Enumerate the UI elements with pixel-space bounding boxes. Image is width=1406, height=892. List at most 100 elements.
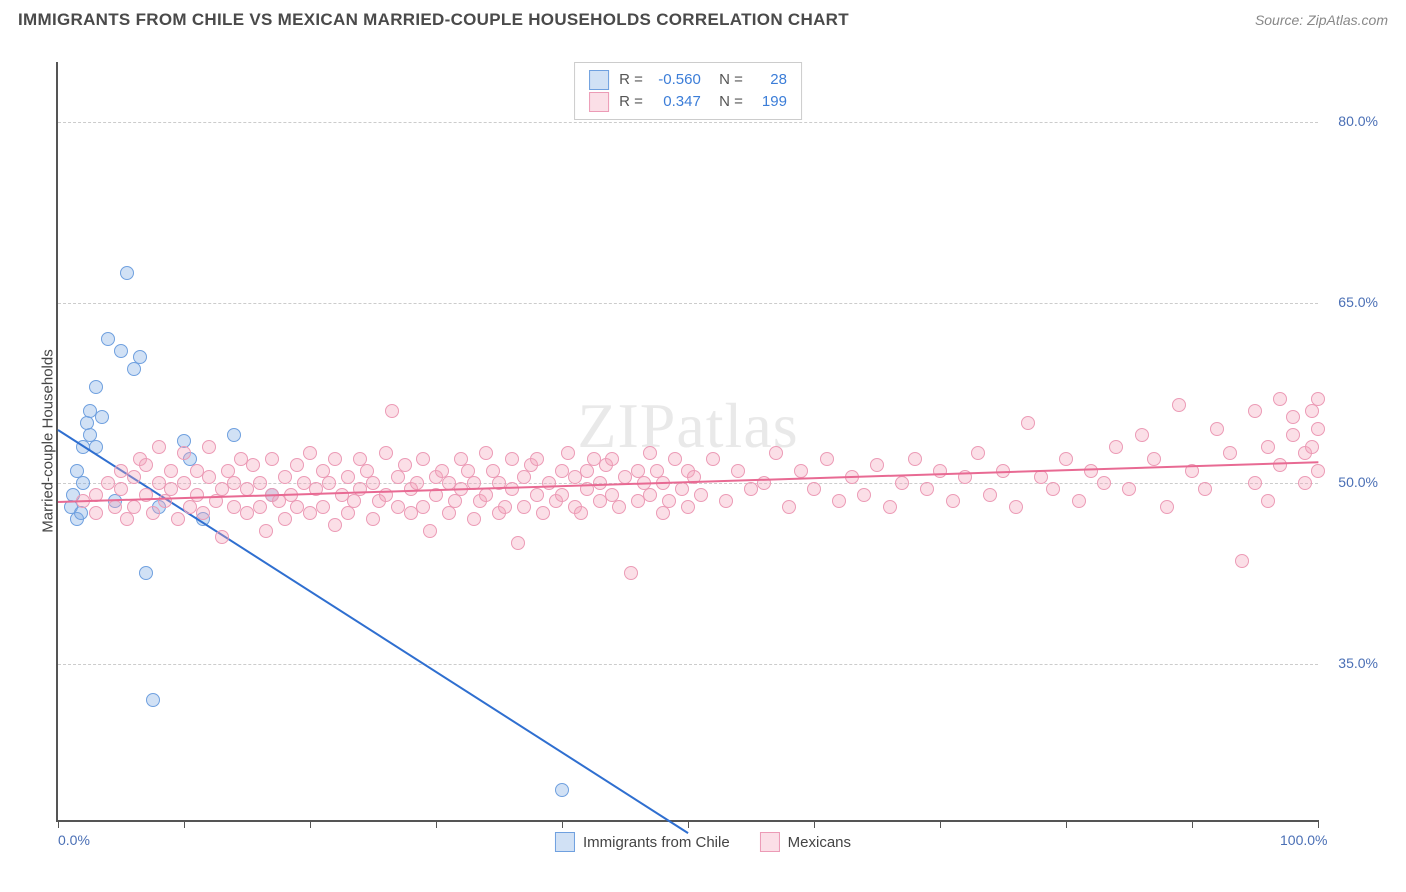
scatter-point-mexicans [1311, 464, 1325, 478]
scatter-point-mexicans [177, 446, 191, 460]
scatter-point-chile [133, 350, 147, 364]
scatter-point-mexicans [479, 446, 493, 460]
scatter-point-mexicans [1298, 476, 1312, 490]
scatter-point-mexicans [1286, 410, 1300, 424]
scatter-point-mexicans [1147, 452, 1161, 466]
y-gridline [58, 303, 1318, 304]
scatter-point-mexicans [517, 470, 531, 484]
scatter-point-mexicans [505, 452, 519, 466]
scatter-point-mexicans [202, 470, 216, 484]
scatter-point-mexicans [731, 464, 745, 478]
scatter-point-mexicans [398, 458, 412, 472]
r-label: R = [619, 91, 643, 113]
scatter-point-mexicans [1261, 440, 1275, 454]
scatter-point-mexicans [1273, 458, 1287, 472]
scatter-point-mexicans [391, 470, 405, 484]
scatter-point-mexicans [1034, 470, 1048, 484]
scatter-point-mexicans [782, 500, 796, 514]
y-tick-label: 65.0% [1338, 294, 1378, 310]
y-gridline [58, 664, 1318, 665]
y-tick-label: 80.0% [1338, 113, 1378, 129]
scatter-point-mexicans [120, 512, 134, 526]
scatter-point-mexicans [1059, 452, 1073, 466]
swatch-mexicans [589, 92, 609, 112]
scatter-point-mexicans [1305, 404, 1319, 418]
x-tick [436, 820, 437, 828]
scatter-point-mexicans [656, 506, 670, 520]
x-tick [58, 820, 59, 828]
swatch-mexicans [760, 832, 780, 852]
scatter-point-mexicans [89, 506, 103, 520]
swatch-chile [555, 832, 575, 852]
scatter-point-mexicans [253, 476, 267, 490]
scatter-point-mexicans [1223, 446, 1237, 460]
scatter-point-mexicans [857, 488, 871, 502]
scatter-point-mexicans [385, 404, 399, 418]
scatter-point-chile [74, 506, 88, 520]
scatter-point-mexicans [278, 470, 292, 484]
y-axis-title: Married-couple Households [40, 349, 57, 532]
source-label: Source: ZipAtlas.com [1255, 12, 1388, 28]
scatter-point-mexicans [1109, 440, 1123, 454]
scatter-point-mexicans [366, 476, 380, 490]
scatter-point-mexicans [114, 482, 128, 496]
scatter-point-mexicans [152, 440, 166, 454]
scatter-point-mexicans [202, 440, 216, 454]
scatter-point-mexicans [164, 464, 178, 478]
scatter-point-chile [227, 428, 241, 442]
scatter-point-chile [127, 362, 141, 376]
x-tick [310, 820, 311, 828]
legend-item-mexicans: Mexicans [760, 832, 851, 852]
scatter-point-mexicans [983, 488, 997, 502]
scatter-point-mexicans [706, 452, 720, 466]
scatter-point-chile [95, 410, 109, 424]
scatter-point-chile [139, 566, 153, 580]
n-value: 28 [753, 69, 787, 91]
scatter-point-mexicans [946, 494, 960, 508]
y-tick-label: 35.0% [1338, 655, 1378, 671]
scatter-point-chile [120, 266, 134, 280]
scatter-point-mexicans [341, 506, 355, 520]
scatter-point-mexicans [719, 494, 733, 508]
scatter-point-mexicans [1261, 494, 1275, 508]
stats-row-chile: R =-0.560 N =28 [589, 69, 787, 91]
scatter-point-mexicans [1021, 416, 1035, 430]
scatter-point-mexicans [681, 500, 695, 514]
legend-label: Mexicans [788, 834, 851, 851]
scatter-point-mexicans [171, 512, 185, 526]
scatter-point-mexicans [416, 452, 430, 466]
n-value: 199 [753, 91, 787, 113]
scatter-point-mexicans [1160, 500, 1174, 514]
scatter-point-mexicans [127, 500, 141, 514]
x-tick [184, 820, 185, 828]
scatter-point-mexicans [530, 452, 544, 466]
scatter-point-mexicans [612, 500, 626, 514]
scatter-point-mexicans [895, 476, 909, 490]
scatter-point-chile [89, 380, 103, 394]
scatter-point-mexicans [511, 536, 525, 550]
scatter-point-mexicans [662, 494, 676, 508]
scatter-point-mexicans [467, 512, 481, 526]
scatter-point-mexicans [624, 566, 638, 580]
scatter-point-mexicans [555, 488, 569, 502]
swatch-chile [589, 70, 609, 90]
x-tick [1066, 820, 1067, 828]
scatter-point-mexicans [580, 464, 594, 478]
scatter-point-mexicans [108, 500, 122, 514]
scatter-point-mexicans [322, 476, 336, 490]
scatter-point-mexicans [498, 500, 512, 514]
scatter-point-chile [146, 693, 160, 707]
scatter-point-mexicans [366, 512, 380, 526]
scatter-point-mexicans [442, 506, 456, 520]
scatter-point-mexicans [536, 506, 550, 520]
scatter-point-mexicans [1273, 392, 1287, 406]
scatter-point-mexicans [769, 446, 783, 460]
scatter-point-mexicans [1311, 422, 1325, 436]
scatter-point-mexicans [1122, 482, 1136, 496]
scatter-point-mexicans [416, 500, 430, 514]
scatter-point-mexicans [807, 482, 821, 496]
scatter-point-mexicans [196, 506, 210, 520]
scatter-point-mexicans [328, 518, 342, 532]
scatter-point-mexicans [561, 446, 575, 460]
scatter-point-mexicans [832, 494, 846, 508]
